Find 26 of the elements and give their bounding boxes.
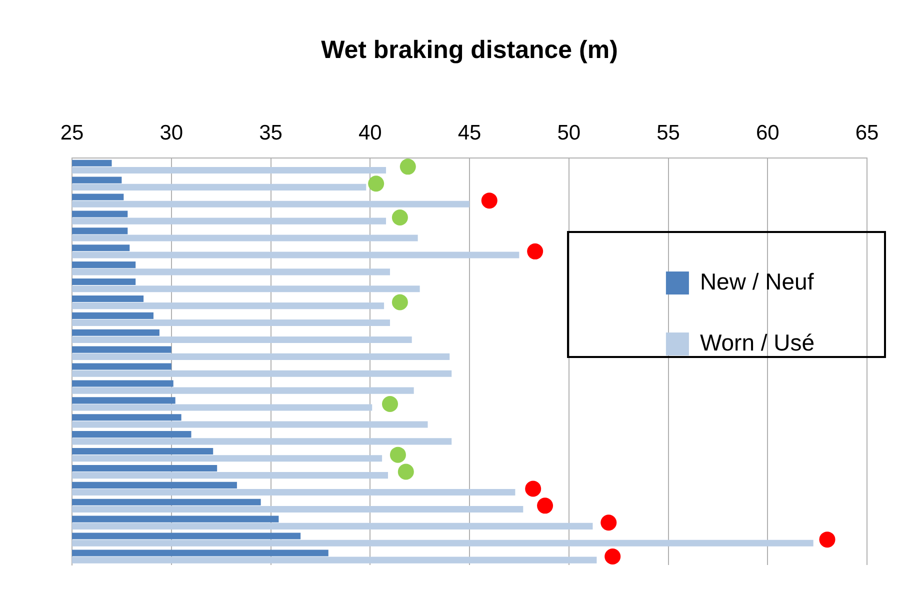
point [525, 480, 542, 497]
x-tick-label: 45 [458, 121, 482, 144]
x-tick-label: 30 [160, 121, 184, 144]
legend-label: Worn / Usé [700, 329, 815, 356]
x-tick-label: 25 [60, 121, 84, 144]
point [390, 446, 406, 463]
x-tick-label: 50 [557, 121, 581, 144]
x-tick-label: 65 [855, 121, 879, 144]
x-tick-label: 60 [756, 121, 780, 144]
point [481, 192, 498, 209]
point [604, 548, 621, 565]
point [382, 396, 398, 412]
point [527, 243, 544, 260]
point [400, 158, 416, 175]
point [392, 210, 408, 226]
x-tick-label: 35 [259, 121, 282, 144]
point [600, 514, 617, 531]
chart-title: Wet braking distance (m) [321, 36, 618, 64]
point [537, 498, 554, 514]
x-tick-label: 40 [358, 121, 382, 144]
legend-label: New / Neuf [700, 268, 814, 294]
point [819, 532, 836, 548]
point [392, 294, 408, 310]
x-tick-label: 55 [656, 121, 680, 144]
point [398, 464, 414, 480]
point [368, 176, 384, 192]
